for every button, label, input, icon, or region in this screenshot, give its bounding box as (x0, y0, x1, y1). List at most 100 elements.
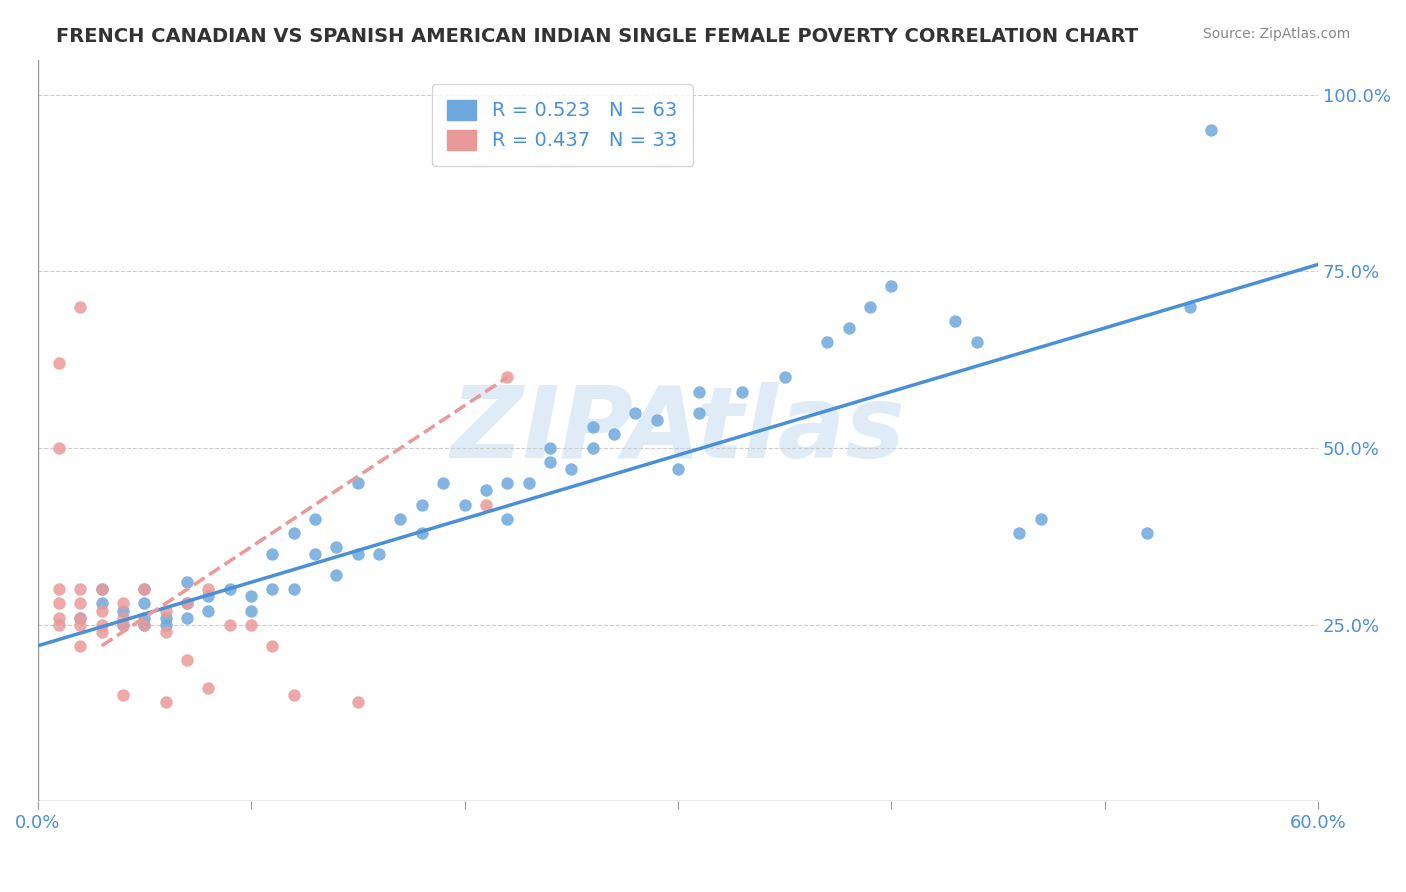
Point (411, 525, 433, 540)
Point (475, 498, 498, 512)
Point (134, 597, 156, 611)
Point (48, 617, 70, 632)
Point (262, 547, 284, 561)
Point (197, 603, 219, 617)
Point (496, 370, 519, 384)
Point (90, 624, 112, 639)
Point (112, 597, 135, 611)
Point (346, 695, 368, 709)
Point (283, 525, 305, 540)
Point (69, 300, 91, 314)
Point (176, 575, 198, 590)
Point (411, 498, 433, 512)
Point (581, 441, 603, 455)
Point (155, 624, 177, 639)
Point (838, 321, 860, 335)
Point (731, 384, 754, 399)
Point (69, 597, 91, 611)
Point (389, 511, 412, 525)
Point (966, 335, 988, 350)
Point (155, 695, 177, 709)
Point (325, 540, 347, 554)
Point (538, 455, 561, 469)
Point (1136, 525, 1159, 540)
Point (134, 610, 156, 624)
Point (134, 617, 156, 632)
Point (346, 476, 368, 491)
Point (134, 582, 156, 597)
Point (48, 597, 70, 611)
Point (1201, 123, 1223, 137)
Point (1008, 525, 1031, 540)
Point (69, 610, 91, 624)
Point (197, 590, 219, 604)
Point (48, 610, 70, 624)
Point (688, 406, 710, 420)
Point (218, 582, 240, 597)
Legend: R = 0.523   N = 63, R = 0.437   N = 33: R = 0.523 N = 63, R = 0.437 N = 33 (432, 84, 693, 166)
Point (645, 413, 668, 427)
Point (69, 582, 91, 597)
Point (112, 617, 135, 632)
Point (688, 384, 710, 399)
Point (666, 462, 689, 476)
Point (240, 603, 263, 617)
Point (112, 688, 135, 702)
Point (176, 653, 198, 667)
Point (197, 582, 219, 597)
Point (283, 582, 305, 597)
Point (262, 582, 284, 597)
Point (880, 278, 903, 293)
Point (155, 610, 177, 624)
Point (538, 441, 561, 455)
Point (90, 617, 112, 632)
Point (112, 603, 135, 617)
Point (624, 406, 647, 420)
Point (262, 639, 284, 653)
Point (134, 617, 156, 632)
Point (283, 688, 305, 702)
Point (48, 356, 70, 370)
Point (176, 610, 198, 624)
Point (134, 582, 156, 597)
Point (69, 610, 91, 624)
Point (90, 597, 112, 611)
Point (475, 483, 498, 498)
Point (218, 617, 240, 632)
Point (432, 476, 454, 491)
Point (859, 300, 882, 314)
Point (90, 603, 112, 617)
Point (560, 462, 582, 476)
Point (773, 370, 796, 384)
Point (69, 617, 91, 632)
Text: FRENCH CANADIAN VS SPANISH AMERICAN INDIAN SINGLE FEMALE POVERTY CORRELATION CHA: FRENCH CANADIAN VS SPANISH AMERICAN INDI… (56, 27, 1139, 45)
Point (240, 617, 263, 632)
Point (176, 597, 198, 611)
Point (496, 476, 519, 491)
Point (815, 335, 838, 350)
Point (155, 603, 177, 617)
Point (1029, 511, 1052, 525)
Point (453, 498, 475, 512)
Point (48, 441, 70, 455)
Point (69, 639, 91, 653)
Point (176, 597, 198, 611)
Text: Source: ZipAtlas.com: Source: ZipAtlas.com (1202, 27, 1350, 41)
Point (240, 590, 263, 604)
Point (90, 582, 112, 597)
Point (48, 582, 70, 597)
Point (1178, 300, 1201, 314)
Point (304, 511, 326, 525)
Point (368, 547, 391, 561)
Point (943, 314, 966, 328)
Point (325, 568, 347, 582)
Point (90, 582, 112, 597)
Point (112, 610, 135, 624)
Point (112, 617, 135, 632)
Point (197, 681, 219, 696)
Point (304, 547, 326, 561)
Point (155, 617, 177, 632)
Point (581, 420, 603, 434)
Text: ZIPAtlas: ZIPAtlas (450, 382, 905, 479)
Point (496, 511, 519, 525)
